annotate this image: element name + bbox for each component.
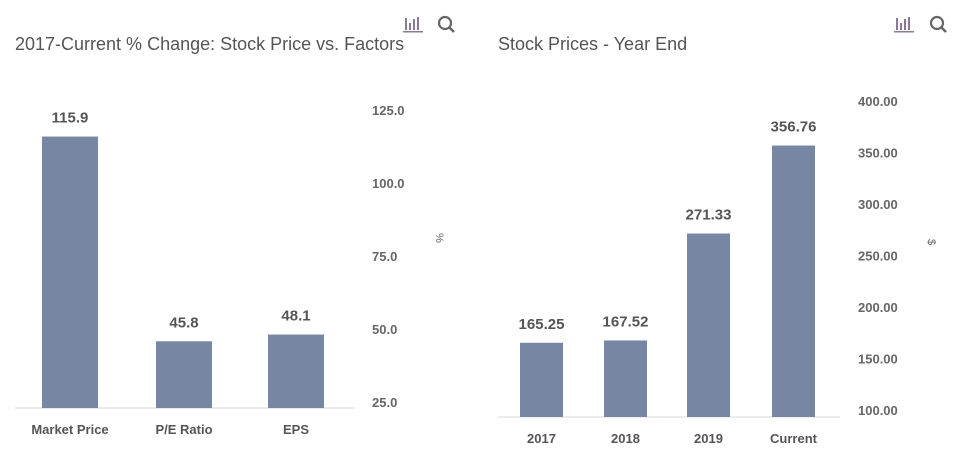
search-icon[interactable] — [437, 15, 455, 33]
y-tick-label: 125.0 — [372, 103, 405, 118]
y-tick-label: 250.00 — [858, 249, 898, 264]
y-tick-label: 25.0 — [372, 395, 397, 410]
chart-title-left: 2017-Current % Change: Stock Price vs. F… — [15, 34, 405, 54]
x-tick-label: P/E Ratio — [155, 422, 212, 437]
y-tick-label: 300.00 — [858, 197, 898, 212]
data-label: 271.33 — [686, 207, 732, 224]
bar-chart-icon[interactable] — [894, 17, 914, 33]
data-label: 356.76 — [771, 119, 817, 136]
y-tick-label: 400.00 — [858, 94, 898, 109]
y-tick-label: 75.0 — [372, 249, 397, 264]
y-tick-label: 200.00 — [858, 300, 898, 315]
y-tick-label: 50.0 — [372, 322, 397, 337]
data-label: 48.1 — [281, 308, 310, 325]
data-label: 115.9 — [52, 110, 89, 127]
bar-chart-icon[interactable] — [403, 17, 423, 33]
bar-eps[interactable] — [268, 334, 324, 408]
bar-2017[interactable] — [520, 342, 563, 417]
x-tick-label: 2019 — [694, 431, 723, 446]
x-tick-label: Market Price — [31, 422, 108, 437]
search-icon[interactable] — [929, 15, 947, 33]
bar-2018[interactable] — [604, 340, 647, 417]
y-tick-label: 350.00 — [858, 146, 898, 161]
bar-p-e-ratio[interactable] — [156, 341, 212, 408]
x-tick-label: EPS — [283, 422, 309, 437]
y-axis-label: % — [433, 233, 445, 243]
y-axis-label: $ — [925, 239, 937, 245]
x-tick-label: 2017 — [527, 431, 556, 446]
bar-current[interactable] — [772, 145, 815, 417]
data-label: 45.8 — [169, 314, 198, 331]
data-label: 165.25 — [519, 316, 565, 333]
bar-2019[interactable] — [687, 233, 730, 417]
data-label: 167.52 — [603, 313, 649, 330]
chart-title-right: Stock Prices - Year End — [498, 34, 688, 54]
x-tick-label: Current — [770, 431, 818, 446]
y-tick-label: 100.00 — [858, 403, 898, 418]
bar-market-price[interactable] — [42, 136, 98, 408]
y-tick-label: 150.00 — [858, 352, 898, 367]
y-tick-label: 100.0 — [372, 176, 405, 191]
x-tick-label: 2018 — [611, 431, 640, 446]
